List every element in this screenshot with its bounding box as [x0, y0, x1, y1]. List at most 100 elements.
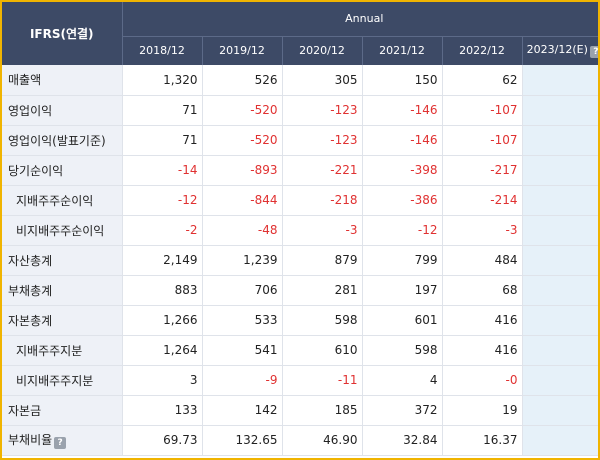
value-cell: -48 — [202, 215, 283, 246]
row-label-text: 지배주주순이익 — [16, 193, 94, 208]
row-label[interactable]: 당기순이익 — [2, 155, 123, 186]
row-label[interactable]: 영업이익 — [2, 95, 123, 126]
row-label[interactable]: 자산총계 — [2, 245, 123, 276]
row-label-text: 영업이익 — [8, 103, 53, 118]
row-label-text: 자본금 — [8, 403, 42, 418]
row-label-text: 영업이익(발표기준) — [8, 133, 106, 148]
value-cell: 71 — [122, 95, 203, 126]
value-cell: 416 — [442, 305, 523, 336]
value-cell: -218 — [282, 185, 363, 216]
row-label[interactable]: 영업이익(발표기준) — [2, 125, 123, 156]
table-row: 영업이익(발표기준) 71 -520 -123 -146 -107 — [2, 125, 598, 156]
estimate-year-header: 2023/12(E)? — [522, 36, 598, 65]
row-label[interactable]: 부채총계 — [2, 275, 123, 306]
row-label-text: 자본총계 — [8, 313, 53, 328]
row-label-text: 부채비율 — [8, 433, 53, 447]
estimate-cell — [522, 335, 598, 366]
question-icon[interactable]: ? — [54, 437, 67, 449]
value-cell: -520 — [202, 95, 283, 126]
value-cell: -123 — [282, 125, 363, 156]
value-cell: 484 — [442, 245, 523, 276]
value-cell: -386 — [362, 185, 443, 216]
year-header: 2019/12 — [202, 36, 283, 65]
value-cell: -107 — [442, 125, 523, 156]
value-cell: -3 — [282, 215, 363, 246]
value-cell: 71 — [122, 125, 203, 156]
question-icon[interactable]: ? — [589, 46, 598, 59]
row-label[interactable]: 비지배주주지분 — [2, 365, 123, 396]
ifrs-header: IFRS(연결) — [2, 2, 123, 65]
value-cell: 598 — [362, 335, 443, 366]
value-cell: -844 — [202, 185, 283, 216]
table-row: 부채비율? 69.73 132.65 46.90 32.84 16.37 — [2, 425, 598, 456]
year-header: 2018/12 — [122, 36, 203, 65]
value-cell: -520 — [202, 125, 283, 156]
row-label-text: 비지배주주지분 — [16, 373, 94, 388]
value-cell: -398 — [362, 155, 443, 186]
table-row: 부채총계 883 706 281 197 68 — [2, 275, 598, 306]
row-label[interactable]: 지배주주지분 — [2, 335, 123, 366]
year-header: 2022/12 — [442, 36, 523, 65]
value-cell: 46.90 — [282, 425, 363, 456]
value-cell: -2 — [122, 215, 203, 246]
estimate-cell — [522, 215, 598, 246]
row-label-text: 지배주주지분 — [16, 343, 83, 358]
table-row: 매출액 1,320 526 305 150 62 — [2, 65, 598, 96]
value-cell: 305 — [282, 65, 363, 96]
row-label[interactable]: 지배주주순이익 — [2, 185, 123, 216]
value-cell: 62 — [442, 65, 523, 96]
annual-header: Annual — [122, 2, 598, 37]
value-cell: -14 — [122, 155, 203, 186]
row-label[interactable]: 자본총계 — [2, 305, 123, 336]
value-cell: 526 — [202, 65, 283, 96]
value-cell: 1,320 — [122, 65, 203, 96]
table-row: 지배주주순이익 -12 -844 -218 -386 -214 — [2, 185, 598, 216]
value-cell: 2,149 — [122, 245, 203, 276]
value-cell: 19 — [442, 395, 523, 426]
row-label[interactable]: 부채비율? — [2, 425, 123, 456]
value-cell: 281 — [282, 275, 363, 306]
value-cell: 1,239 — [202, 245, 283, 276]
estimate-cell — [522, 395, 598, 426]
value-cell: -12 — [122, 185, 203, 216]
value-cell: -0 — [442, 365, 523, 396]
value-cell: 598 — [282, 305, 363, 336]
value-cell: 69.73 — [122, 425, 203, 456]
value-cell: 185 — [282, 395, 363, 426]
table-row: 자본총계 1,266 533 598 601 416 — [2, 305, 598, 336]
value-cell: 142 — [202, 395, 283, 426]
estimate-cell — [522, 365, 598, 396]
value-cell: 879 — [282, 245, 363, 276]
value-cell: -217 — [442, 155, 523, 186]
value-cell: 197 — [362, 275, 443, 306]
value-cell: -9 — [202, 365, 283, 396]
row-label-text: 자산총계 — [8, 253, 53, 268]
row-label[interactable]: 매출액 — [2, 65, 123, 96]
value-cell: 601 — [362, 305, 443, 336]
table-row: 당기순이익 -14 -893 -221 -398 -217 — [2, 155, 598, 186]
value-cell: -893 — [202, 155, 283, 186]
row-label-text: 매출액 — [8, 73, 42, 88]
value-cell: 68 — [442, 275, 523, 306]
value-cell: -221 — [282, 155, 363, 186]
row-label[interactable]: 비지배주주순이익 — [2, 215, 123, 246]
value-cell: 372 — [362, 395, 443, 426]
value-cell: -12 — [362, 215, 443, 246]
value-cell: -11 — [282, 365, 363, 396]
estimate-cell — [522, 305, 598, 336]
value-cell: 541 — [202, 335, 283, 366]
value-cell: 1,266 — [122, 305, 203, 336]
value-cell: 3 — [122, 365, 203, 396]
row-label[interactable]: 자본금 — [2, 395, 123, 426]
value-cell: -146 — [362, 125, 443, 156]
row-label-text: 당기순이익 — [8, 163, 64, 178]
value-cell: 32.84 — [362, 425, 443, 456]
estimate-cell — [522, 155, 598, 186]
value-cell: 416 — [442, 335, 523, 366]
value-cell: 533 — [202, 305, 283, 336]
year-header: 2020/12 — [282, 36, 363, 65]
table-row: 영업이익 71 -520 -123 -146 -107 — [2, 95, 598, 126]
row-label-text: 비지배주주순이익 — [16, 223, 105, 238]
value-cell: 1,264 — [122, 335, 203, 366]
